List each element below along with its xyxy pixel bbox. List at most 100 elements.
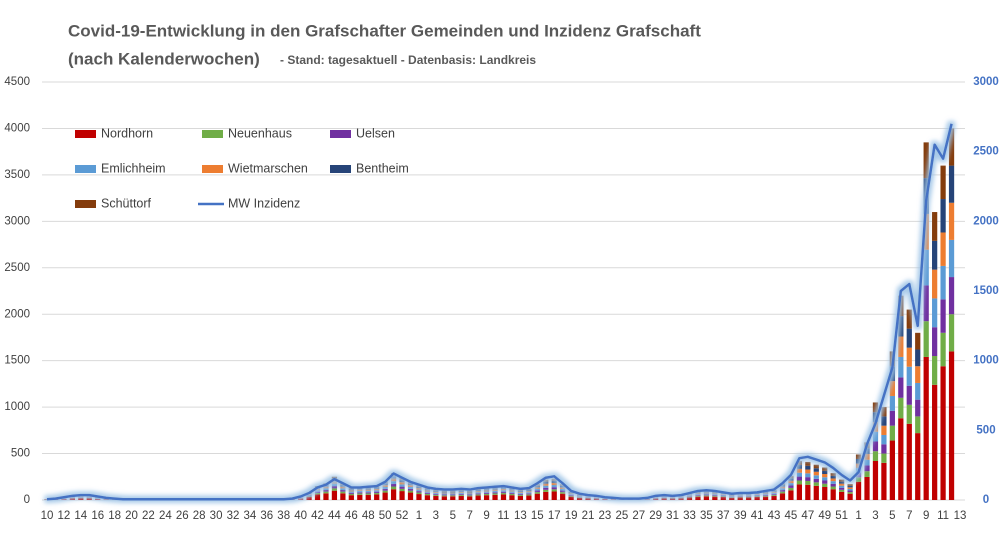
bar-segment [872,431,879,442]
bar-segment [365,489,371,491]
bar-segment [940,232,946,266]
bar-segment [543,483,549,486]
x-tick-label: 1 [416,510,422,522]
x-tick-label: 32 [227,510,240,522]
bar-segment [703,493,710,495]
x-tick-label: 9 [483,510,489,522]
bar-segment [348,491,354,493]
bar-segment [374,488,380,491]
bar-segment [551,480,557,483]
bar-segment [830,486,836,490]
bar-segment [948,128,955,166]
bar-segment [407,488,414,491]
bar-segment [407,483,414,486]
bar-segment [458,489,464,491]
bar-segment [382,488,388,491]
bar-segment [813,482,819,486]
bar-segment [441,495,447,497]
y-tick-label: 0 [24,494,30,506]
bar-segment [543,487,549,490]
bar-segment [492,493,498,495]
bar-segment [416,488,422,490]
bar-segment [543,491,549,500]
bar-segment [771,494,777,496]
bar-segment [686,495,693,497]
bar-segment [534,487,540,489]
bar-segment [458,490,464,492]
x-tick-label: 3 [872,510,878,522]
bar-segment [889,440,895,500]
bar-segment [932,212,938,241]
y-tick-label: 4500 [4,76,30,88]
bar-segment [830,489,836,500]
x-tick-label: 52 [396,510,409,522]
bar-segment [889,395,895,411]
bar-segment [695,494,701,496]
axes: 0 500 1000 1500 2000 2500 3000 3500 4000 4500 0 500… [4,76,998,522]
bar-segment [551,485,557,488]
bar-segment [576,495,583,497]
bar-segment [864,459,870,466]
bar-segment [560,490,566,493]
x-tick-label: 36 [260,510,273,522]
bar-segment [813,475,819,479]
bar-segment [399,486,405,489]
bar-segment [500,494,507,500]
bar-segment [314,493,321,495]
bar-segment [382,485,388,487]
legend-label: Nordhorn [101,126,153,140]
bar-segment [889,381,895,396]
bar-segment [441,494,447,496]
bar-segment [517,489,524,491]
bar-segment [416,492,422,495]
bar-segment [560,493,566,500]
bar-segment [720,494,726,495]
bar-segment [323,493,329,500]
bar-segment [483,492,490,494]
bar-segment [805,480,811,485]
bar-segment [365,494,371,500]
bar-segment [306,494,312,495]
bar-segment [822,467,828,471]
bar-segment [475,492,481,494]
bar-segment [551,491,557,500]
bar-segment [526,489,532,492]
bar-segment [534,484,540,486]
bar-segment [593,498,600,500]
bar-segment [331,488,338,491]
x-tick-label: 39 [734,510,747,522]
bar-segment [492,494,498,500]
bar-segment [306,497,312,500]
bar-segment [737,495,743,497]
bar-segment [898,397,904,419]
bar-segment [458,495,464,500]
bar-segment [467,495,473,497]
bar-segment [813,471,819,476]
bar-segment [407,485,414,487]
bar-segment [399,479,405,483]
x-tick-label: 23 [599,510,612,522]
bar-segment [399,484,405,487]
bar-segment [855,481,862,500]
bar-segment [416,486,422,489]
bar-segment [500,490,507,492]
bar-segment [712,492,718,494]
bar-segment [881,407,887,417]
bar-segment [839,479,845,482]
bar-segment [864,476,870,500]
bar-segment [424,493,431,496]
grid [42,81,965,501]
legend-marker [75,130,96,138]
bar-segment [610,499,617,500]
bar-segment [551,489,557,492]
bar-segment [424,495,431,500]
bar-segment [585,498,591,500]
bar-segment [424,491,431,493]
bar-segment [712,494,718,496]
bar-segment [796,472,803,477]
bar-segment [323,491,329,494]
bar-segment [847,490,853,493]
bar-segment [898,295,904,317]
bar-segment [729,497,735,500]
x-tick-label: 40 [294,510,307,522]
